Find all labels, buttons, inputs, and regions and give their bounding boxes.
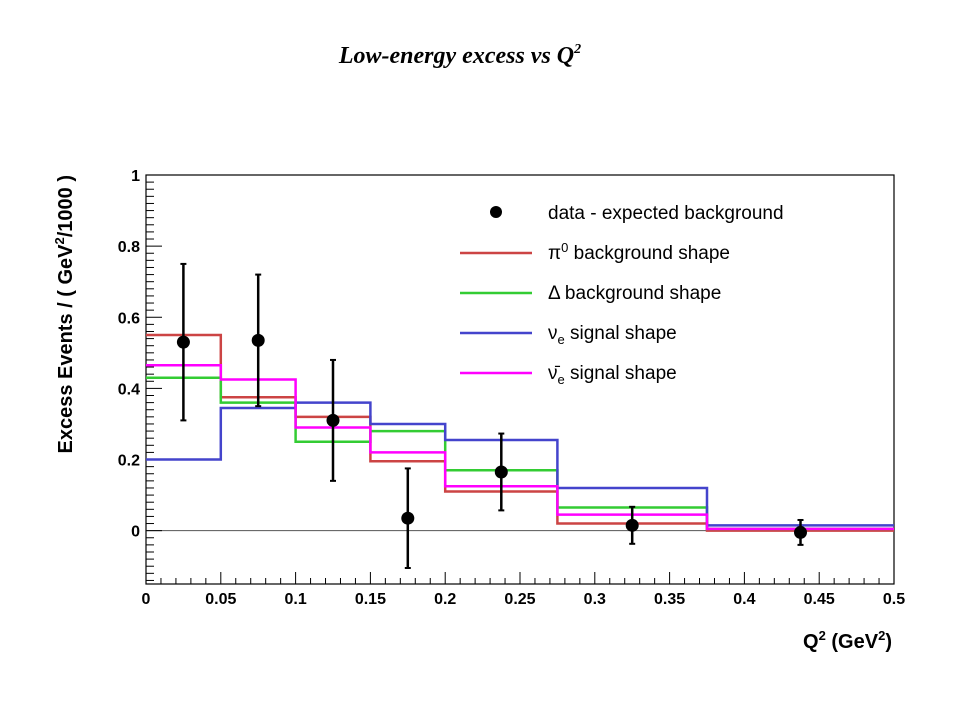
x-tick-label: 0.4 (733, 591, 755, 608)
data-point (401, 511, 415, 525)
legend-label-0: π0 background shape (548, 240, 730, 264)
page-title-text: Low-energy excess vs Q (338, 43, 575, 69)
legend-label-data: data - expected background (548, 203, 784, 224)
x-tick-label: 0 (142, 591, 151, 608)
data-point (326, 413, 340, 427)
histogram-line-1 (146, 376, 894, 531)
legend: data - expected background π0 background … (460, 203, 784, 387)
data-point (176, 335, 190, 349)
x-tick-label: 0.05 (205, 591, 236, 608)
y-tick-label: 0.8 (118, 239, 140, 256)
data-point (794, 525, 807, 539)
data-point (494, 465, 508, 479)
page-title-superscript: 2 (574, 42, 582, 57)
x-tick-label: 0.1 (284, 591, 306, 608)
y-tick-label: 0.4 (118, 381, 140, 398)
data-point (251, 333, 265, 347)
histogram-line-3 (146, 364, 894, 531)
data-point-series (176, 262, 807, 569)
y-tick-label: 0.2 (118, 453, 140, 470)
histogram-series (146, 333, 894, 532)
axis-ticks: 0 0.05 0.1 0.15 0.2 0.25 0.3 0.35 0.4 0.45 0.5 0 0.2… (118, 168, 905, 608)
x-tick-label: 0.25 (504, 591, 535, 608)
legend-label-2: νe signal shape (548, 323, 677, 347)
x-tick-label: 0.5 (883, 591, 905, 608)
histogram-line-0 (146, 333, 894, 532)
y-tick-label: 1 (131, 168, 140, 185)
page-title: Low-energy excess vs Q2 (0, 42, 920, 70)
legend-label-3: ν̄e signal shape (548, 363, 677, 387)
x-tick-label: 0.35 (654, 591, 685, 608)
legend-marker-data (490, 206, 502, 218)
x-tick-label: 0.3 (584, 591, 606, 608)
y-axis-title: Excess Events / ( GeV2/1000 ) (52, 175, 77, 454)
x-tick-label: 0.15 (355, 591, 386, 608)
x-axis-title: Q2 (GeV2) (803, 628, 892, 653)
data-point (625, 518, 639, 532)
y-tick-label: 0 (131, 524, 140, 541)
x-tick-label: 0.45 (804, 591, 835, 608)
y-tick-label: 0.6 (118, 310, 140, 327)
histogram-line-2 (146, 401, 894, 527)
x-tick-label: 0.2 (434, 591, 456, 608)
legend-label-1: Δ background shape (548, 283, 721, 304)
